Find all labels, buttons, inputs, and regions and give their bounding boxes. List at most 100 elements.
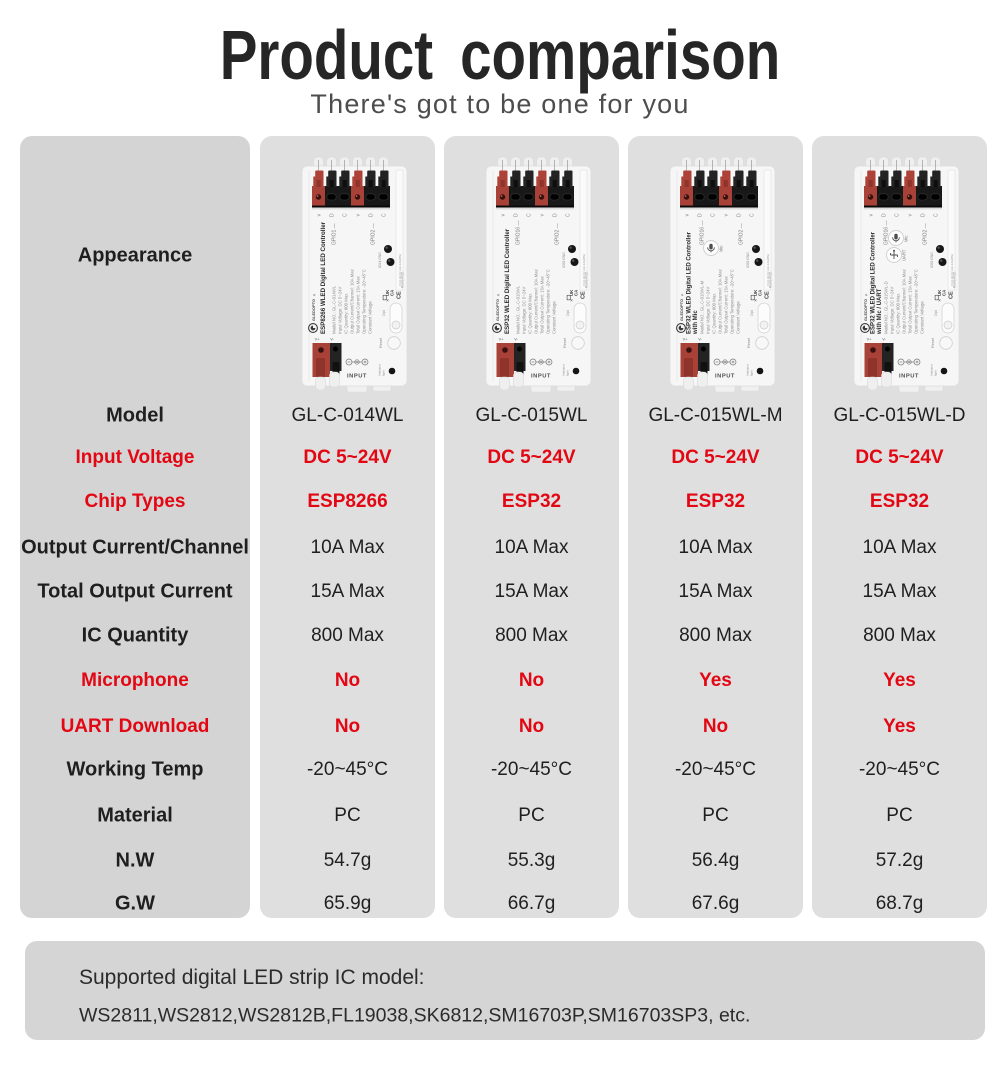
svg-text:IC Quantity: 800 Max: IC Quantity: 800 Max — [712, 293, 717, 334]
svg-text:Output Current/Channel: 10A Ma: Output Current/Channel: 10A Max — [350, 268, 355, 334]
svg-text:with Mic: with Mic — [693, 310, 699, 335]
svg-text:Opt: Opt — [934, 310, 938, 316]
svg-text:Opt: Opt — [382, 310, 386, 316]
svg-text:®: ® — [681, 293, 685, 296]
svg-text:V+: V+ — [683, 338, 689, 342]
svg-text:D: D — [920, 213, 926, 217]
svg-text:Operating Temperature: -20~45°: Operating Temperature: -20~45°C — [914, 269, 919, 334]
svg-text:∨: ∨ — [723, 213, 729, 217]
svg-text:GLEDOPTO: GLEDOPTO — [680, 299, 684, 321]
svg-text:CA: CA — [574, 289, 579, 296]
svg-text:Opt: Opt — [750, 310, 754, 316]
svg-text:Total Output Current: 15A Max: Total Output Current: 15A Max — [356, 275, 361, 334]
svg-text:Operating Temperature: -20~45°: Operating Temperature: -20~45°C — [730, 269, 735, 334]
svg-text:0.34-4mm² (22-12AWG): 0.34-4mm² (22-12AWG) — [582, 254, 586, 286]
svg-text:Input Voltage: DC 5~24V: Input Voltage: DC 5~24V — [890, 286, 895, 334]
svg-text:D: D — [368, 213, 374, 217]
svg-text:C: C — [749, 213, 755, 217]
svg-text:INPUT: INPUT — [899, 374, 919, 380]
svg-text:GPIO16 —: GPIO16 — — [884, 221, 890, 245]
svg-text:UK: UK — [753, 289, 758, 296]
svg-text:Opt: Opt — [566, 310, 570, 316]
svg-text:Total Output Current: 15A Max: Total Output Current: 15A Max — [540, 275, 545, 334]
svg-text:C: C — [710, 213, 716, 217]
svg-text:Operating Temperature: -20~45°: Operating Temperature: -20~45°C — [362, 269, 367, 334]
svg-text:UK: UK — [385, 289, 390, 296]
svg-text:C: C — [342, 213, 348, 217]
svg-text:∨: ∨ — [316, 213, 322, 217]
svg-text:GLEDOPTO: GLEDOPTO — [864, 299, 868, 321]
svg-text:RoHS IP20: RoHS IP20 — [953, 272, 957, 288]
svg-text:INPUT: INPUT — [715, 374, 735, 380]
svg-text:Operating Temperature: -20~45°: Operating Temperature: -20~45°C — [546, 269, 551, 334]
svg-text:IO33 GND: IO33 GND — [930, 252, 934, 268]
svg-text:Input Voltage: DC 5~24V: Input Voltage: DC 5~24V — [522, 286, 527, 334]
svg-text:D: D — [736, 213, 742, 217]
svg-text:Reset: Reset — [747, 337, 751, 348]
svg-text:C: C — [565, 213, 571, 217]
svg-text:CA: CA — [942, 289, 947, 296]
svg-text:0.34-4mm² (22-12AWG): 0.34-4mm² (22-12AWG) — [398, 254, 402, 286]
svg-text:GPIO2 —: GPIO2 — — [739, 223, 745, 245]
svg-text:∨: ∨ — [684, 213, 690, 217]
svg-text:CA: CA — [390, 289, 395, 296]
svg-text:UART: UART — [902, 249, 907, 261]
svg-text:D: D — [881, 213, 887, 217]
svg-text:Model NO.: GL-C-015WL-M: Model NO.: GL-C-015WL-M — [700, 280, 705, 334]
svg-text:UK: UK — [569, 289, 574, 296]
svg-text:Output Current/Channel: 10A Ma: Output Current/Channel: 10A Max — [534, 268, 539, 334]
svg-text:Total Output Current: 15A Max: Total Output Current: 15A Max — [724, 275, 729, 334]
svg-text:C: C — [894, 213, 900, 217]
svg-text:V-: V- — [330, 338, 334, 342]
svg-text:✕: ✕ — [753, 299, 758, 302]
svg-text:∨: ∨ — [500, 213, 506, 217]
svg-text:✕: ✕ — [569, 299, 574, 302]
svg-text:V-: V- — [882, 338, 886, 342]
svg-text:IC Quantity: 800 Max: IC Quantity: 800 Max — [896, 293, 901, 334]
svg-text:✕: ✕ — [385, 299, 390, 302]
svg-text:light: light — [934, 370, 938, 376]
svg-text:GLEDOPTO: GLEDOPTO — [496, 299, 500, 321]
svg-text:∨: ∨ — [539, 213, 545, 217]
svg-text:®: ® — [497, 293, 501, 296]
svg-text:D: D — [552, 213, 558, 217]
svg-text:®: ® — [313, 293, 317, 296]
svg-text:ESP32 WLED Digital LED Control: ESP32 WLED Digital LED Controller — [687, 231, 693, 334]
svg-text:C: C — [933, 213, 939, 217]
svg-text:with Mic / UART: with Mic / UART — [877, 288, 883, 335]
svg-text:Total Output Current: 15A Max: Total Output Current: 15A Max — [908, 275, 913, 334]
svg-text:C: C — [526, 213, 532, 217]
svg-text:GLEDOPTO: GLEDOPTO — [312, 299, 316, 321]
svg-text:Constant Voltage: Constant Voltage — [368, 301, 373, 334]
svg-text:∨: ∨ — [868, 213, 874, 217]
svg-text:GPIO2 —: GPIO2 — — [923, 223, 929, 245]
svg-text:Output Current/Channel: 10A Ma: Output Current/Channel: 10A Max — [718, 268, 723, 334]
svg-text:light: light — [566, 370, 570, 376]
svg-text:Indicator: Indicator — [930, 364, 934, 376]
svg-text:light: light — [382, 370, 386, 376]
svg-text:∨: ∨ — [355, 213, 361, 217]
svg-text:Mic: Mic — [904, 235, 909, 242]
svg-text:ESP8266 WLED Digital LED Contr: ESP8266 WLED Digital LED Controller — [320, 221, 327, 334]
svg-text:Constant Voltage: Constant Voltage — [920, 301, 925, 334]
svg-text:GPIO2 —: GPIO2 — — [555, 223, 561, 245]
svg-text:Constant Voltage: Constant Voltage — [736, 301, 741, 334]
svg-text:0.34-4mm² (22-12AWG): 0.34-4mm² (22-12AWG) — [950, 254, 954, 286]
svg-text:V+: V+ — [499, 338, 505, 342]
svg-text:CE: CE — [581, 291, 587, 299]
svg-text:0.34-4mm² (22-12AWG): 0.34-4mm² (22-12AWG) — [766, 254, 770, 286]
svg-text:Reset: Reset — [563, 337, 567, 348]
svg-text:C: C — [381, 213, 387, 217]
svg-text:INPUT: INPUT — [347, 374, 367, 380]
svg-text:RoHS IP20: RoHS IP20 — [585, 272, 589, 288]
svg-text:IO33 GND: IO33 GND — [562, 252, 566, 268]
svg-text:UK: UK — [937, 289, 942, 296]
svg-text:GPIO16 —: GPIO16 — — [700, 221, 706, 245]
svg-text:Indicator: Indicator — [562, 364, 566, 376]
svg-text:INPUT: INPUT — [531, 374, 551, 380]
svg-text:D: D — [697, 213, 703, 217]
svg-text:Constant Voltage: Constant Voltage — [552, 301, 557, 334]
svg-text:Indicator: Indicator — [378, 364, 382, 376]
svg-text:RoHS IP20: RoHS IP20 — [769, 272, 773, 288]
svg-text:GPIO2 —: GPIO2 — — [371, 223, 377, 245]
